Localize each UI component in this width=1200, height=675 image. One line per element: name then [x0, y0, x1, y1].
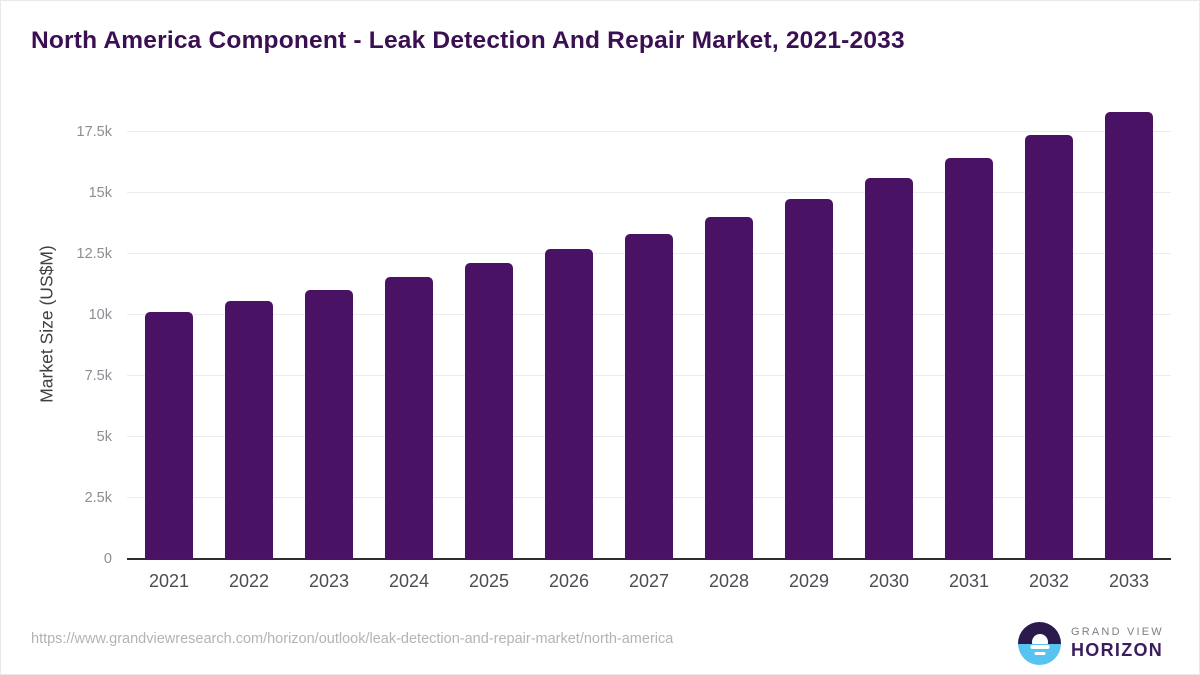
logo-grand-view-text: GRAND VIEW [1071, 626, 1164, 638]
x-tick-label-2028: 2028 [708, 571, 750, 591]
bar-2022[interactable] [225, 301, 273, 559]
bar-2030[interactable] [865, 177, 913, 559]
logo-ripple-line [1034, 651, 1045, 655]
x-tick-label-2027: 2027 [628, 571, 670, 591]
bar-2028[interactable] [705, 217, 753, 559]
logo-wordmark: GRAND VIEW HORIZON [1071, 626, 1164, 661]
y-tick-label-10k: 10k [88, 306, 112, 323]
logo-horizon-text: HORIZON [1071, 640, 1164, 660]
bar-2024[interactable] [385, 276, 433, 559]
bar-2026[interactable] [545, 248, 593, 559]
gridline-17.5k [127, 130, 1171, 132]
x-tick-label-2031: 2031 [948, 571, 990, 591]
x-tick-label-2022: 2022 [228, 571, 270, 591]
source-url: https://www.grandviewresearch.com/horizo… [31, 631, 674, 647]
x-tick-label-2030: 2030 [868, 571, 910, 591]
y-tick-label-12.5k: 12.5k [76, 245, 112, 262]
logo-ripple-line [1030, 645, 1049, 649]
x-tick-label-2021: 2021 [148, 571, 190, 591]
bar-2021[interactable] [145, 312, 193, 559]
x-tick-label-2024: 2024 [388, 571, 430, 591]
gridline-15k [127, 191, 1171, 193]
chart-title: North America Component - Leak Detection… [31, 27, 905, 54]
y-tick-label-17.5k: 17.5k [76, 123, 112, 140]
bar-2029[interactable] [785, 198, 833, 559]
x-tick-label-2033: 2033 [1108, 571, 1150, 591]
horizon-sun-icon [1018, 622, 1061, 665]
bar-2033[interactable] [1105, 112, 1153, 559]
bar-2027[interactable] [625, 234, 673, 559]
y-tick-label-5k: 5k [96, 428, 112, 445]
x-tick-label-2032: 2032 [1028, 571, 1070, 591]
x-tick-label-2023: 2023 [308, 571, 350, 591]
bar-2023[interactable] [305, 290, 353, 559]
bar-2025[interactable] [465, 263, 513, 559]
bar-2031[interactable] [945, 158, 993, 559]
x-tick-label-2025: 2025 [468, 571, 510, 591]
plot-area [127, 101, 1171, 560]
bar-2032[interactable] [1025, 135, 1073, 559]
y-tick-label-2.5k: 2.5k [84, 489, 112, 506]
grand-view-horizon-logo: GRAND VIEW HORIZON [1018, 622, 1164, 665]
x-tick-label-2029: 2029 [788, 571, 830, 591]
y-tick-label-7.5k: 7.5k [84, 367, 112, 384]
x-tick-label-2026: 2026 [548, 571, 590, 591]
y-tick-label-15k: 15k [88, 184, 112, 201]
logo-sky-half [1018, 622, 1061, 644]
y-tick-label-0: 0 [103, 551, 112, 567]
x-axis-line [127, 558, 1171, 560]
